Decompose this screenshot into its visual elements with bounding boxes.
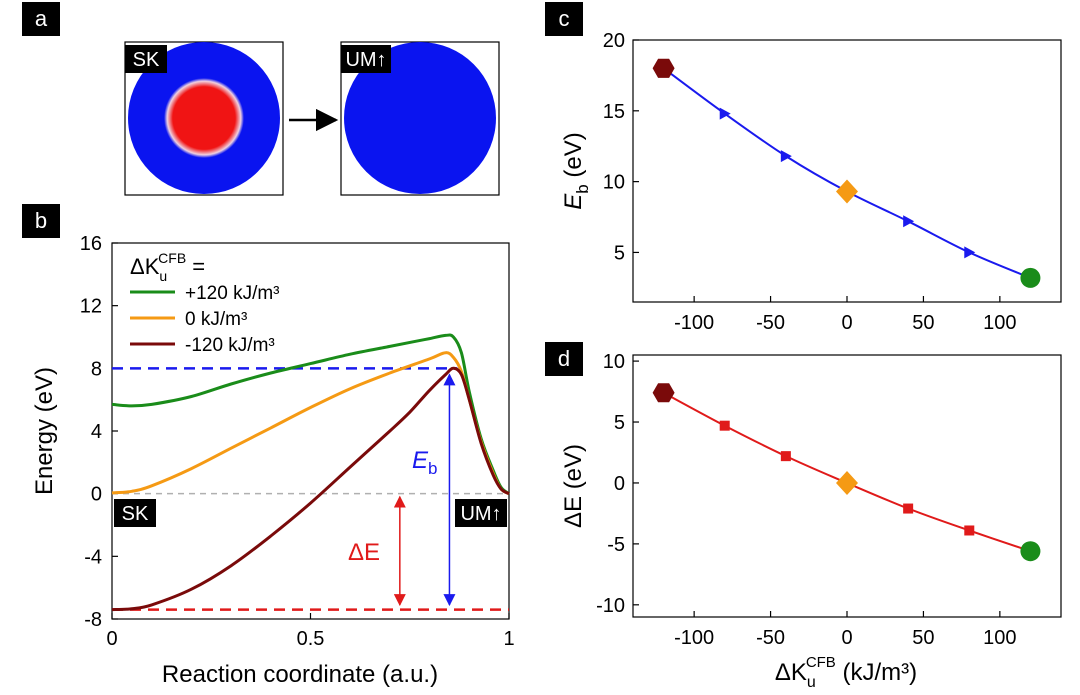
c-xtick-label: -100 [674, 312, 714, 334]
panel-label-a: a [22, 2, 60, 36]
d-ytick-label: -10 [596, 595, 625, 617]
b-xtick-label: 0 [106, 628, 117, 650]
panel-c-series [652, 58, 1041, 288]
d-ytick-label: -5 [607, 534, 625, 556]
c-xtick-label: 100 [983, 312, 1016, 334]
c-ytick-label: 10 [603, 172, 625, 194]
c-point-marker [903, 215, 915, 228]
panel-c-ticks: 5 10 15 20 -100 -50 0 50 100 [603, 30, 1017, 334]
d-diamond-marker [836, 470, 858, 495]
b-xtick-label: 0.5 [297, 628, 325, 650]
d-point-marker [903, 503, 914, 514]
panel-d-y-label: ΔE (eV) [560, 444, 587, 528]
legend-label-1: 0 kJ/m³ [185, 309, 247, 330]
c-diamond-marker [836, 179, 858, 204]
b-ytick-label: 8 [91, 358, 102, 380]
sk-tag: SK [133, 49, 160, 71]
c-ytick-label: 20 [603, 30, 625, 52]
d-xtick-label: 0 [841, 627, 852, 649]
d-circle-marker [1020, 541, 1041, 562]
b-ytick-label: 16 [80, 233, 102, 255]
panel-b-ticks: -8 -4 0 4 8 12 16 0 0.5 1 [80, 233, 515, 650]
b-um-tag: UM↑ [460, 503, 501, 525]
um-disk [344, 42, 496, 194]
c-circle-marker [1020, 267, 1041, 288]
legend-items: +120 kJ/m³ 0 kJ/m³ -120 kJ/m³ [130, 283, 280, 356]
c-point-marker [780, 150, 792, 163]
b-ytick-label: -4 [84, 546, 102, 568]
panel-label-d: d [545, 342, 583, 376]
c-point-marker [719, 107, 731, 120]
c-series-line [663, 67, 1031, 279]
panel-a: SK UM↑ [124, 41, 500, 196]
c-point-marker [964, 246, 976, 259]
b-ytick-label: 4 [91, 421, 102, 443]
b-xtick-label: 1 [503, 628, 514, 650]
um-tag: UM↑ [345, 49, 386, 71]
d-ytick-label: 0 [614, 473, 625, 495]
legend-title: ΔKuCFB = [130, 250, 205, 284]
series-line-2 [111, 366, 510, 612]
b-ytick-label: -8 [84, 609, 102, 631]
b-ytick-label: 0 [91, 484, 102, 506]
legend-label-2: -120 kJ/m³ [185, 335, 275, 356]
panel-b-x-label: Reaction coordinate (a.u.) [162, 661, 438, 688]
d-xtick-label: -100 [674, 627, 714, 649]
panel-d-x-label: ΔKuCFB (kJ/m³) [775, 654, 917, 691]
sk-core [164, 78, 244, 158]
b-sk-tag: SK [122, 503, 149, 525]
panel-b-y-label: Energy (eV) [31, 367, 58, 495]
c-xtick-label: -50 [756, 312, 785, 334]
b-ytick-label: 12 [80, 296, 102, 318]
panel-a-sk-box: SK [124, 41, 284, 196]
panel-label-b: b [22, 204, 60, 238]
c-ytick-label: 15 [603, 101, 625, 123]
panel-d-series [652, 383, 1041, 562]
panel-label-b-text: b [35, 208, 47, 233]
d-point-marker [964, 525, 975, 536]
panel-b: -8 -4 0 4 8 12 16 0 0.5 1 Eb ΔE SK UM↑ ΔKuCFB = +… [31, 233, 515, 688]
legend-label-0: +120 kJ/m³ [185, 283, 280, 304]
panel-b-series [111, 333, 510, 612]
c-hexagon-marker [652, 58, 675, 78]
d-point-marker [719, 420, 730, 431]
panel-c-y-label: Eb (eV) [560, 132, 592, 210]
panel-label-c-text: c [559, 6, 570, 31]
d-point-marker [780, 451, 791, 462]
delta-e-label: ΔE [348, 539, 380, 566]
d-ytick-label: 10 [603, 351, 625, 373]
panel-label-c: c [545, 2, 583, 36]
c-ytick-label: 5 [614, 242, 625, 264]
d-xtick-label: 50 [912, 627, 934, 649]
panel-b-legend: ΔKuCFB = +120 kJ/m³ 0 kJ/m³ -120 kJ/m³ [130, 250, 280, 356]
panel-b-annotations: Eb ΔE SK UM↑ [114, 373, 507, 607]
panel-a-um-box: UM↑ [340, 41, 500, 196]
panel-c: 5 10 15 20 -100 -50 0 50 100 Eb (eV) [560, 30, 1062, 334]
d-ytick-label: 5 [614, 412, 625, 434]
c-xtick-label: 50 [912, 312, 934, 334]
d-xtick-label: -50 [756, 627, 785, 649]
panel-c-frame [632, 39, 1062, 303]
panel-label-a-text: a [35, 6, 48, 31]
eb-label: Eb [412, 447, 437, 478]
c-xtick-label: 0 [841, 312, 852, 334]
panel-label-d-text: d [558, 346, 570, 371]
d-hexagon-marker [652, 383, 675, 403]
d-xtick-label: 100 [983, 627, 1016, 649]
